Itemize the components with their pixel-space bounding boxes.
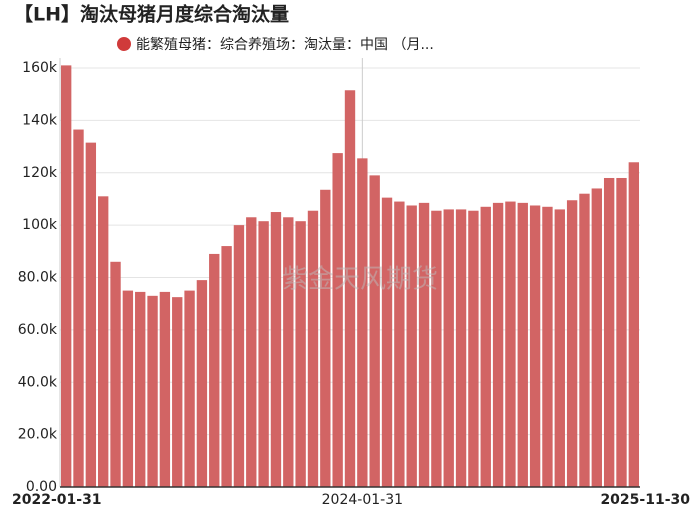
bar xyxy=(480,206,491,487)
bar xyxy=(110,261,121,487)
y-tick-label: 40.0k xyxy=(18,374,58,390)
bar xyxy=(73,129,84,487)
chart-title: 【LH】淘汰母猪月度综合淘汰量 xyxy=(14,3,289,26)
bar xyxy=(616,177,627,488)
bar xyxy=(233,225,245,487)
bar xyxy=(159,291,171,487)
bar xyxy=(184,290,195,487)
bar xyxy=(246,217,257,488)
bar xyxy=(295,221,306,487)
y-tick-label: 20.0k xyxy=(18,427,58,443)
x-tick-label: 2024-01-31 xyxy=(322,492,403,508)
bar xyxy=(60,65,72,487)
y-tick-label: 120k xyxy=(22,165,58,181)
bar xyxy=(172,297,183,487)
watermark: 紫金天风期货 xyxy=(282,265,438,295)
bar xyxy=(209,253,220,487)
bar xyxy=(381,197,393,488)
bar xyxy=(85,142,97,487)
legend-label: 能繁殖母猪：综合养殖场：淘汰量：中国 （月... xyxy=(136,36,434,53)
bar xyxy=(628,162,640,487)
bar xyxy=(270,212,282,487)
bar xyxy=(196,280,208,487)
x-tick-label: 2022-01-31 xyxy=(12,492,102,508)
x-tick-label: 2025-11-30 xyxy=(600,492,690,508)
bar xyxy=(579,193,590,487)
bar xyxy=(122,290,134,487)
bar xyxy=(418,202,430,487)
bar xyxy=(431,210,442,488)
bar xyxy=(603,177,615,488)
bar xyxy=(394,201,405,487)
bar xyxy=(320,189,331,487)
bar xyxy=(554,209,565,487)
y-tick-label: 60.0k xyxy=(18,322,58,338)
bar xyxy=(566,200,578,487)
bar xyxy=(283,217,294,488)
y-tick-label: 80.0k xyxy=(18,270,58,286)
bar xyxy=(344,90,356,488)
y-tick-label: 140k xyxy=(22,112,58,128)
bar xyxy=(135,291,146,487)
bar xyxy=(307,210,319,488)
y-tick-label: 100k xyxy=(22,217,58,233)
bar xyxy=(542,206,553,487)
bar xyxy=(455,209,467,487)
bar xyxy=(492,202,504,487)
y-tick-label: 0.00 xyxy=(26,479,57,495)
bar xyxy=(221,246,232,487)
y-tick-label: 160k xyxy=(22,60,58,76)
bar xyxy=(517,202,528,487)
bar xyxy=(529,205,541,487)
bar xyxy=(505,201,516,487)
bar xyxy=(258,221,269,487)
bar xyxy=(332,153,343,487)
bar xyxy=(468,210,479,488)
legend-swatch xyxy=(117,37,131,51)
bar xyxy=(98,196,109,487)
bar xyxy=(357,158,368,488)
bar xyxy=(147,295,158,487)
bar xyxy=(443,209,454,487)
bar xyxy=(406,205,417,487)
bar xyxy=(591,188,602,487)
bar xyxy=(369,175,380,487)
